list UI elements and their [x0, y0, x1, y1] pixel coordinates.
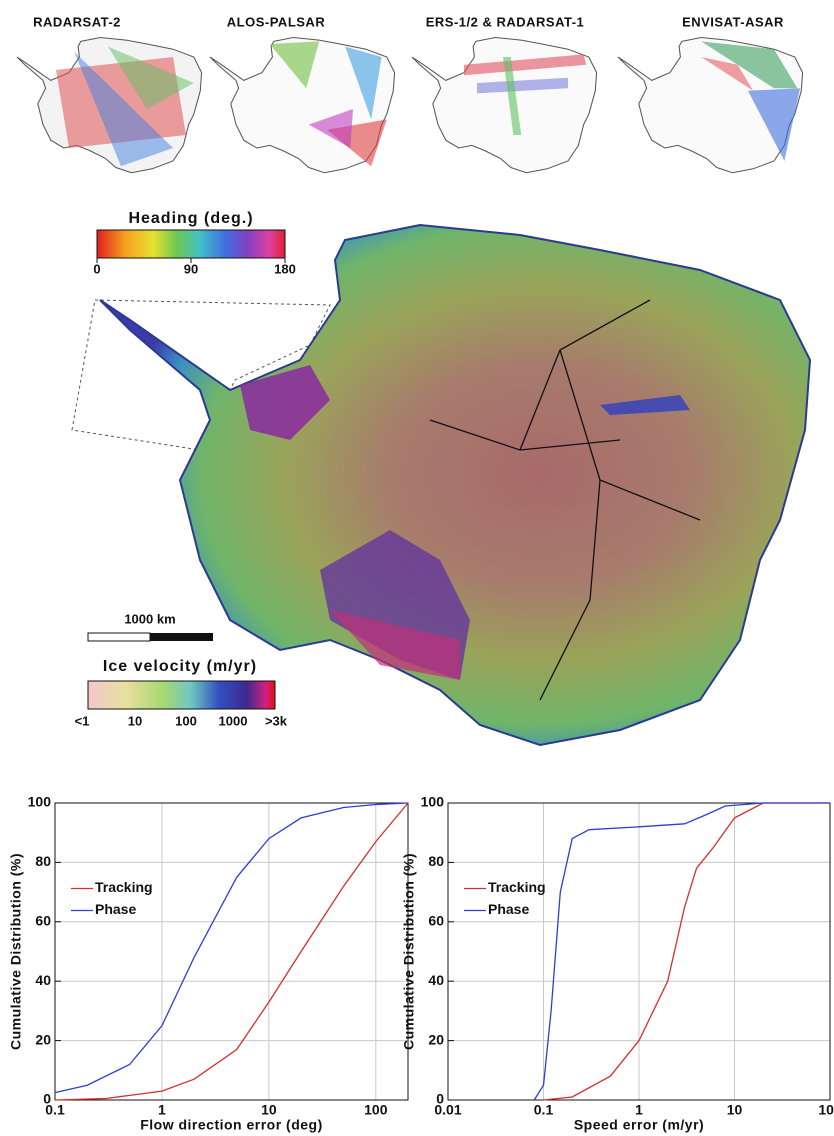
- x-tick-label: 100: [364, 1102, 388, 1118]
- plot-frame: [55, 803, 408, 1100]
- x-axis-label: Flow direction error (deg): [140, 1117, 323, 1133]
- y-tick-label: 0: [43, 1091, 51, 1107]
- panel-title: ALOS-PALSAR: [227, 14, 326, 29]
- x-tick-label: 1: [635, 1102, 643, 1118]
- series-line: [55, 803, 408, 1093]
- x-tick-label: 0.1: [534, 1102, 554, 1118]
- panel-title: ENVISAT-ASAR: [682, 14, 784, 29]
- x-tick-label: 10: [261, 1102, 277, 1118]
- panel-title: RADARSAT-2: [33, 14, 121, 29]
- y-axis-label: Cumulative Distribution (%): [401, 853, 417, 1050]
- x-tick-label: 1: [158, 1102, 166, 1118]
- scale-bar: [150, 633, 213, 641]
- heading-title: Heading (deg.): [128, 210, 253, 227]
- x-tick-label: 10: [727, 1102, 743, 1118]
- scale-label: 1000 km: [124, 611, 175, 626]
- velocity-label: <1: [75, 713, 90, 728]
- y-axis-label: Cumulative Distribution (%): [8, 853, 24, 1050]
- velocity-label: >3k: [265, 713, 288, 728]
- y-tick-label: 100: [28, 794, 52, 810]
- legend-label: Tracking: [95, 879, 153, 895]
- x-tick-label: 100: [818, 1102, 834, 1118]
- heading-colorbar: [97, 230, 285, 258]
- series-line: [534, 803, 830, 1100]
- legend-label: Phase: [488, 901, 529, 917]
- colorbar-tick-label: 180: [274, 261, 296, 276]
- panel-title: ERS-1/2 & RADARSAT-1: [426, 14, 585, 29]
- series-line: [55, 803, 408, 1100]
- y-tick-label: 60: [428, 913, 444, 929]
- figure: RADARSAT-2 ALOS-PALSAR ERS-1/2 & RADARSA…: [0, 0, 834, 1136]
- series-line: [544, 803, 831, 1100]
- legend-label: Phase: [95, 901, 136, 917]
- velocity-label: 10: [128, 713, 142, 728]
- y-tick-label: 60: [35, 913, 51, 929]
- y-tick-label: 0: [436, 1091, 444, 1107]
- x-axis-label: Speed error (m/yr): [574, 1117, 704, 1133]
- y-tick-label: 80: [428, 853, 444, 869]
- y-tick-label: 100: [421, 794, 445, 810]
- colorbar-tick-label: 0: [93, 261, 100, 276]
- y-tick-label: 80: [35, 853, 51, 869]
- colorbar-tick-label: 90: [184, 261, 198, 276]
- y-tick-label: 20: [35, 1031, 51, 1047]
- y-tick-label: 40: [35, 972, 51, 988]
- y-tick-label: 40: [428, 972, 444, 988]
- scale-bar: [88, 633, 150, 641]
- y-tick-label: 20: [428, 1031, 444, 1047]
- small-maps: [17, 37, 803, 172]
- velocity-title: Ice velocity (m/yr): [103, 658, 257, 675]
- velocity-colorbar: [88, 681, 275, 709]
- velocity-label: 100: [175, 713, 197, 728]
- velocity-label: 1000: [219, 713, 248, 728]
- legend-label: Tracking: [488, 879, 546, 895]
